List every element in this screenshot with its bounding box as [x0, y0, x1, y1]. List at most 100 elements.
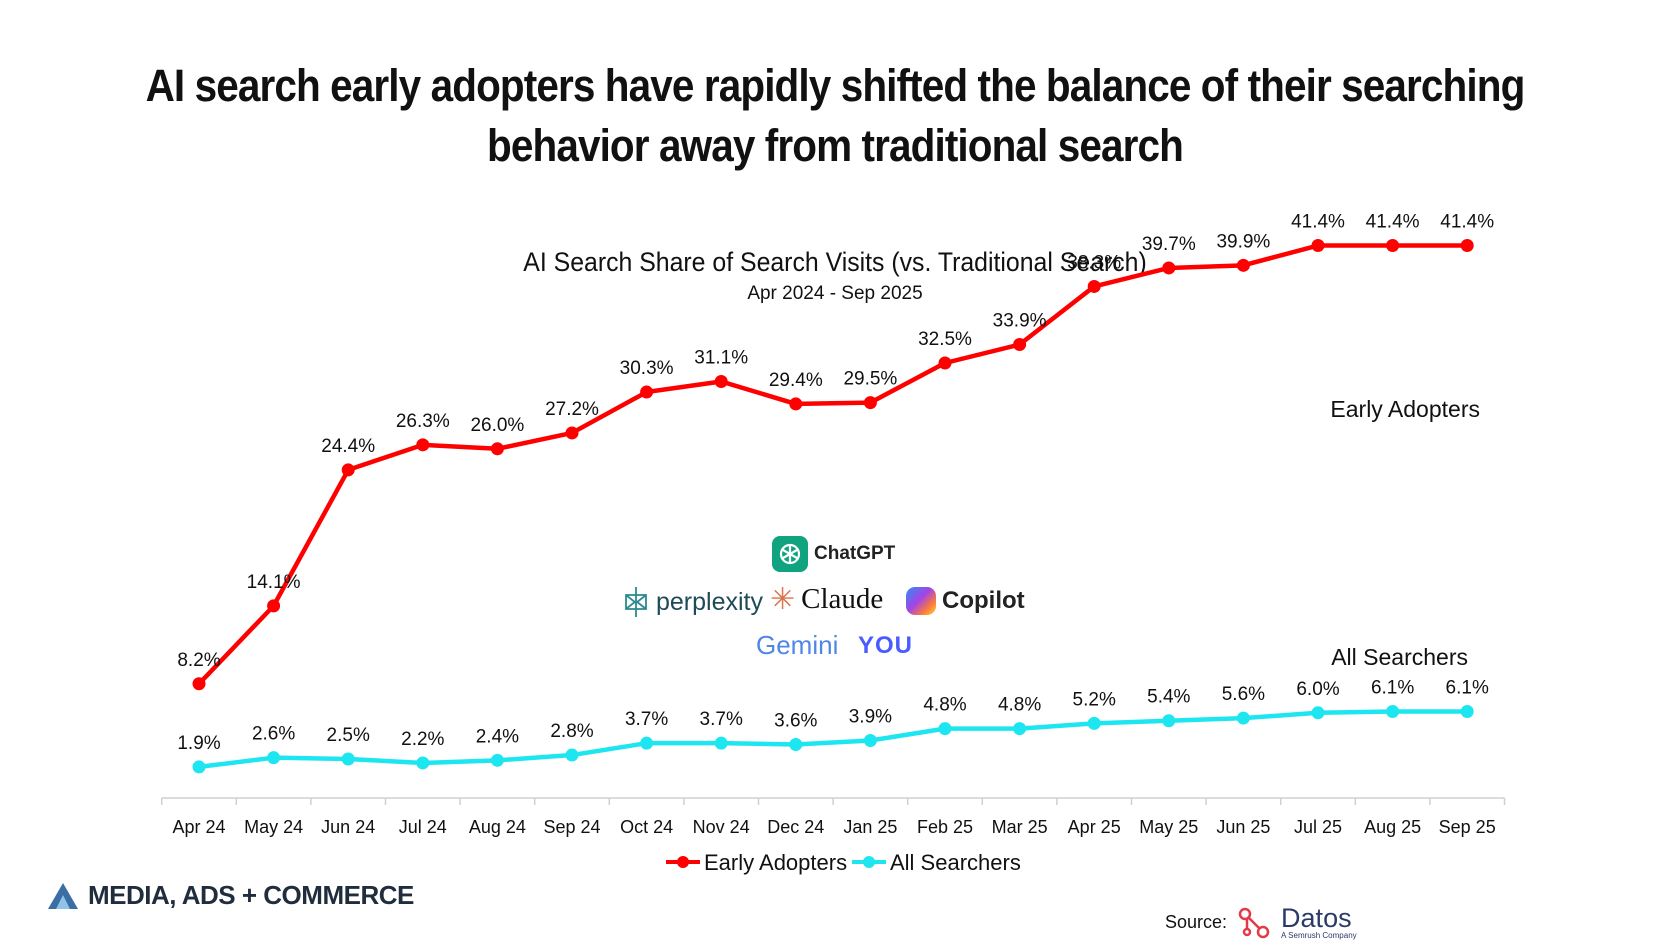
- x-tick-label: Mar 25: [992, 817, 1048, 837]
- data-label-early-adopters: 26.0%: [470, 415, 524, 436]
- data-point-all-searchers: [565, 748, 579, 762]
- data-point-all-searchers: [1013, 722, 1027, 736]
- data-point-all-searchers: [1311, 706, 1325, 720]
- legend-label-early-adopters: Early Adopters: [704, 850, 847, 875]
- data-point-all-searchers: [1162, 714, 1176, 728]
- data-label-all-searchers: 1.9%: [177, 733, 220, 754]
- data-point-early-adopters: [192, 677, 206, 691]
- data-label-early-adopters: 14.1%: [247, 572, 301, 593]
- data-label-all-searchers: 5.6%: [1222, 684, 1265, 705]
- legend: Early Adopters All Searchers: [666, 850, 1021, 875]
- datos-wordmark: Datos A Semrush Company: [1281, 903, 1357, 941]
- data-point-early-adopters: [863, 396, 877, 410]
- series-label-all-searchers: All Searchers: [1331, 644, 1468, 670]
- data-label-all-searchers: 6.1%: [1446, 677, 1489, 698]
- media-ads-commerce-brand: MEDIA, ADS + COMMERCE: [46, 880, 414, 911]
- x-tick-label: Apr 25: [1068, 817, 1121, 837]
- data-label-early-adopters: 31.1%: [694, 347, 748, 368]
- series-label-early-adopters: Early Adopters: [1330, 396, 1480, 422]
- data-label-all-searchers: 3.9%: [849, 707, 892, 728]
- x-tick-label: May 25: [1139, 817, 1198, 837]
- data-label-all-searchers: 5.2%: [1073, 689, 1116, 710]
- data-point-all-searchers: [714, 736, 728, 750]
- data-point-early-adopters: [565, 426, 579, 440]
- data-label-early-adopters: 26.3%: [396, 411, 450, 432]
- data-label-all-searchers: 2.6%: [252, 724, 295, 745]
- chart-subtitle: Apr 2024 - Sep 2025: [747, 283, 922, 304]
- data-point-early-adopters: [1162, 261, 1176, 275]
- data-label-all-searchers: 2.8%: [550, 721, 593, 742]
- x-tick-label: May 24: [244, 817, 303, 837]
- x-tick-label: Aug 25: [1364, 817, 1421, 837]
- series-line-early-adopters: [197, 243, 1468, 686]
- data-point-all-searchers: [1386, 704, 1400, 718]
- data-point-all-searchers: [1087, 716, 1101, 730]
- x-tick-label: Jul 25: [1294, 817, 1342, 837]
- data-point-all-searchers: [1460, 704, 1474, 718]
- data-point-early-adopters: [640, 385, 654, 399]
- chart-title: AI Search Share of Search Visits (vs. Tr…: [523, 248, 1146, 277]
- datos-logo-icon: [1237, 906, 1271, 940]
- x-tick-label: Oct 24: [620, 817, 673, 837]
- data-label-early-adopters: 29.5%: [843, 369, 897, 390]
- data-point-early-adopters: [714, 374, 728, 388]
- data-point-early-adopters: [789, 397, 803, 411]
- data-point-all-searchers: [490, 753, 504, 767]
- x-tick-label: Sep 25: [1439, 817, 1496, 837]
- data-point-early-adopters: [1311, 239, 1325, 253]
- data-label-all-searchers: 3.7%: [700, 709, 743, 730]
- data-label-all-searchers: 6.0%: [1296, 679, 1339, 700]
- data-point-early-adopters: [1236, 258, 1250, 272]
- data-label-all-searchers: 4.8%: [923, 695, 966, 716]
- data-label-early-adopters: 27.2%: [545, 399, 599, 420]
- data-point-early-adopters: [490, 442, 504, 456]
- data-point-early-adopters: [267, 599, 281, 613]
- data-point-early-adopters: [1087, 279, 1101, 293]
- data-label-all-searchers: 3.7%: [625, 709, 668, 730]
- data-label-early-adopters: 38.3%: [1067, 252, 1121, 273]
- legend-marker-all-searchers: [863, 856, 875, 868]
- data-point-early-adopters: [1013, 338, 1027, 352]
- data-point-early-adopters: [341, 463, 355, 477]
- data-point-all-searchers: [789, 737, 803, 751]
- data-label-early-adopters: 24.4%: [321, 436, 375, 457]
- mountain-logo-icon: [46, 881, 80, 911]
- data-point-all-searchers: [341, 752, 355, 766]
- data-label-all-searchers: 2.4%: [476, 726, 519, 747]
- data-label-early-adopters: 8.2%: [177, 650, 220, 671]
- x-tick-label: Feb 25: [917, 817, 973, 837]
- data-point-all-searchers: [863, 734, 877, 748]
- data-point-all-searchers: [192, 760, 206, 774]
- data-point-early-adopters: [938, 356, 952, 370]
- x-tick-label: Jun 24: [321, 817, 375, 837]
- data-label-early-adopters: 29.4%: [769, 370, 823, 391]
- data-label-all-searchers: 5.4%: [1147, 687, 1190, 708]
- data-label-all-searchers: 4.8%: [998, 695, 1041, 716]
- data-label-early-adopters: 41.4%: [1440, 212, 1494, 233]
- x-tick-label: Dec 24: [767, 817, 824, 837]
- data-point-all-searchers: [416, 756, 430, 770]
- x-tick-label: Nov 24: [693, 817, 750, 837]
- legend-marker-early-adopters: [677, 856, 689, 868]
- data-label-early-adopters: 30.3%: [620, 358, 674, 379]
- data-label-early-adopters: 32.5%: [918, 329, 972, 350]
- data-point-early-adopters: [416, 438, 430, 452]
- headline: AI search early adopters have rapidly sh…: [145, 60, 1526, 171]
- source-attribution: Source: Datos A Semrush Company: [1165, 903, 1357, 941]
- data-label-early-adopters: 39.7%: [1142, 234, 1196, 255]
- x-tick-label: Sep 24: [543, 817, 600, 837]
- data-label-early-adopters: 39.9%: [1216, 231, 1270, 252]
- data-label-all-searchers: 2.2%: [401, 729, 444, 750]
- data-label-all-searchers: 3.6%: [774, 710, 817, 731]
- data-point-all-searchers: [938, 722, 952, 736]
- x-tick-label: Jul 24: [399, 817, 447, 837]
- data-point-all-searchers: [267, 751, 281, 765]
- legend-label-all-searchers: All Searchers: [890, 850, 1021, 875]
- x-tick-label: Jun 25: [1216, 817, 1270, 837]
- x-tick-label: Apr 24: [172, 817, 225, 837]
- data-label-early-adopters: 33.9%: [993, 311, 1047, 332]
- data-label-all-searchers: 2.5%: [327, 725, 370, 746]
- data-point-all-searchers: [640, 736, 654, 750]
- series-line-all-searchers: [198, 709, 1468, 770]
